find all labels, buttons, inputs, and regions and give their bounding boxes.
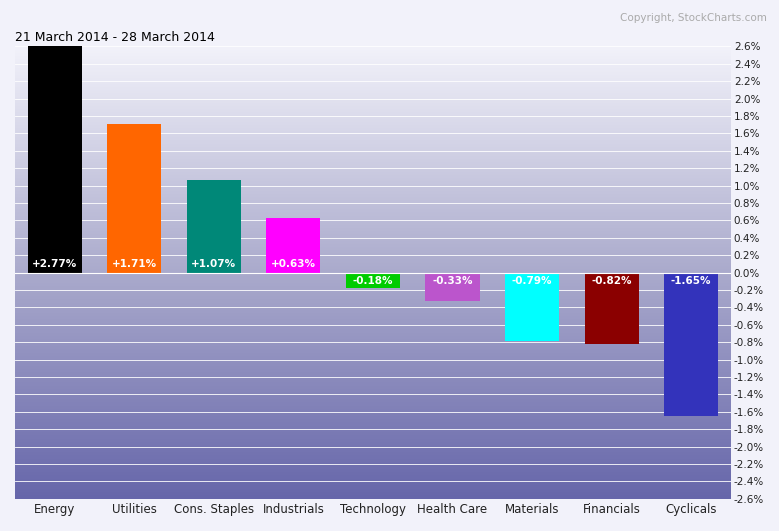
Bar: [584, 272, 639, 344]
Text: -0.33%: -0.33%: [432, 276, 473, 286]
Text: +0.63%: +0.63%: [271, 259, 316, 269]
Text: 21 March 2014 - 28 March 2014: 21 March 2014 - 28 March 2014: [15, 31, 215, 44]
Text: +1.07%: +1.07%: [192, 259, 237, 269]
Bar: [505, 272, 559, 341]
Bar: [664, 272, 718, 416]
Text: -0.18%: -0.18%: [353, 276, 393, 286]
Bar: [28, 32, 82, 272]
Text: -0.82%: -0.82%: [591, 276, 632, 286]
Bar: [266, 218, 320, 272]
Bar: [346, 272, 400, 288]
Bar: [425, 272, 480, 302]
Text: +1.71%: +1.71%: [111, 259, 157, 269]
Bar: [187, 179, 241, 272]
Bar: [108, 124, 161, 272]
Text: Copyright, StockCharts.com: Copyright, StockCharts.com: [620, 13, 767, 23]
Text: -0.79%: -0.79%: [512, 276, 552, 286]
Text: -1.65%: -1.65%: [671, 276, 711, 286]
Text: +2.77%: +2.77%: [32, 259, 77, 269]
